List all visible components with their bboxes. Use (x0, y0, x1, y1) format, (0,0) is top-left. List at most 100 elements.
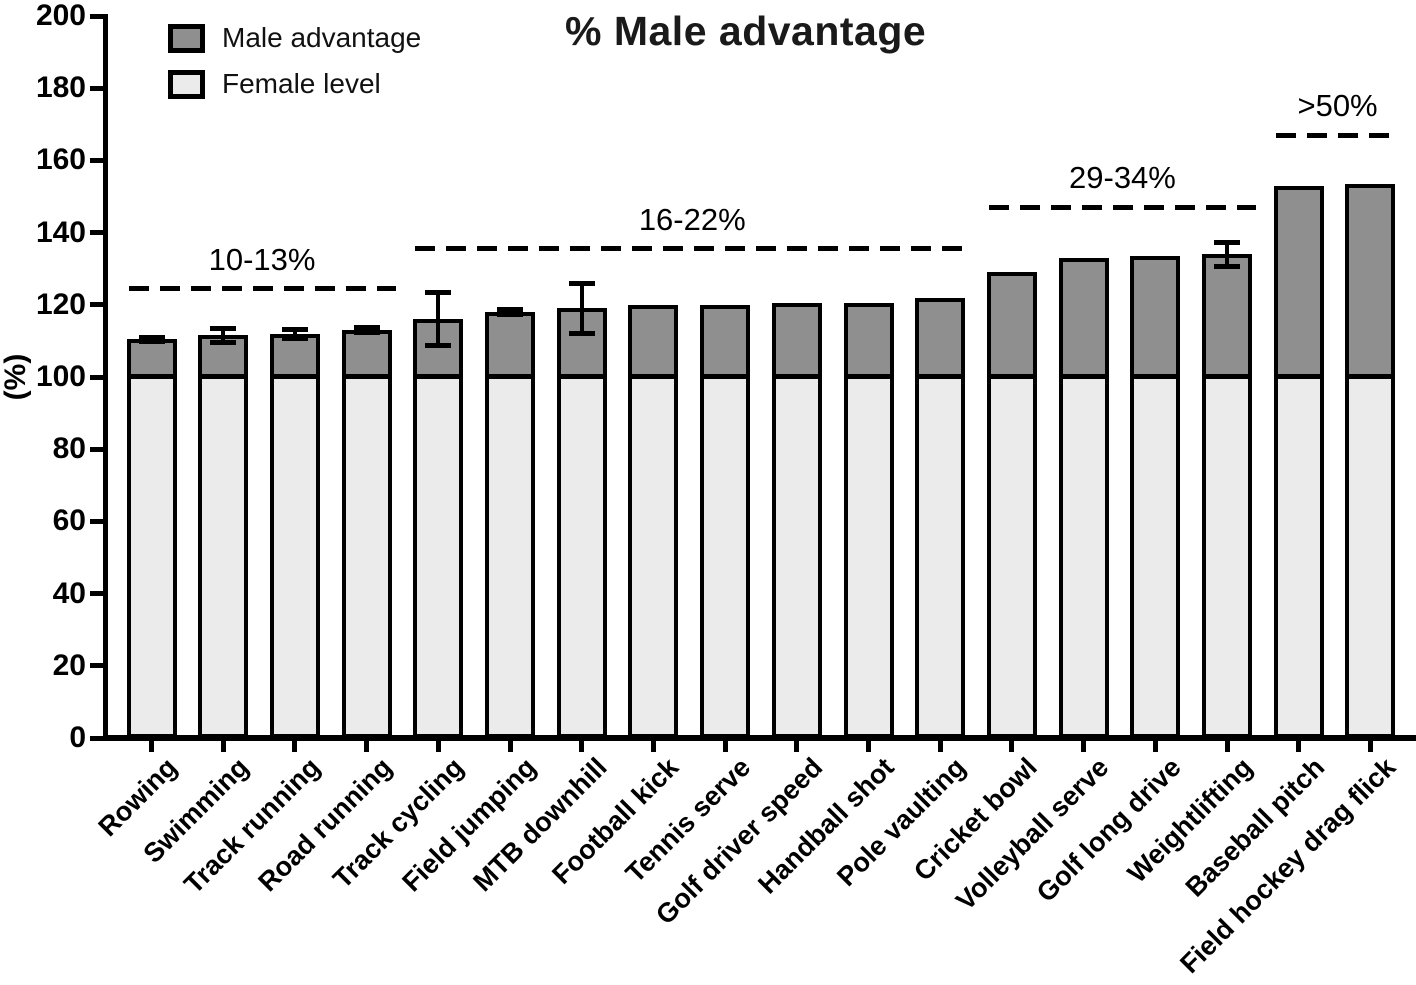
x-tick (650, 741, 656, 752)
group-range-label: 29-34% (1069, 160, 1176, 196)
bar-volleyball-serve (1058, 257, 1109, 738)
bar-baseball-pitch (1273, 185, 1324, 738)
bar-golf-long-drive (1130, 256, 1181, 738)
error-bar-stem (579, 283, 584, 334)
female-level-swatch-icon (168, 69, 205, 99)
male-advantage-segment (704, 308, 747, 379)
male-advantage-segment (1206, 258, 1248, 379)
error-bar-stem (221, 328, 226, 343)
x-tick (507, 741, 513, 752)
bar-track-cycling (413, 319, 464, 738)
error-bar-cap-top (1214, 239, 1240, 245)
bar-football-kick (628, 304, 679, 738)
group-range-label: >50% (1297, 88, 1378, 124)
male-advantage-segment (345, 334, 388, 379)
bar-golf-driver-speed (771, 302, 822, 738)
y-tick-label: 120 (35, 287, 86, 321)
legend-item-male-advantage: Male advantage (168, 22, 421, 54)
y-tick (90, 735, 103, 741)
group-range-label: 10-13% (208, 241, 316, 277)
legend-label-male-advantage: Male advantage (222, 22, 422, 53)
error-bar-stem (1225, 241, 1229, 267)
bar-cricket-bowl (986, 272, 1037, 738)
y-axis-line (102, 14, 108, 741)
y-tick-label: 160 (35, 143, 86, 177)
error-bar-cap-top (281, 326, 308, 332)
bar-weightlifting (1202, 254, 1252, 738)
error-bar-cap-top (425, 290, 452, 296)
error-bar-cap-top (497, 307, 523, 313)
y-tick-label: 60 (52, 504, 86, 538)
x-tick (1367, 741, 1373, 752)
x-tick (149, 741, 154, 752)
x-tick (1296, 741, 1302, 752)
error-bar-cap-bottom (425, 343, 452, 349)
male-advantage-segment (775, 306, 818, 379)
male-advantage-segment (130, 343, 173, 379)
error-bar-cap-bottom (568, 330, 595, 336)
male-advantage-segment (632, 308, 675, 379)
y-tick (90, 302, 103, 308)
legend: Male advantage Female level (168, 22, 421, 114)
y-tick-label: 40 (52, 576, 86, 610)
male-advantage-segment (847, 306, 890, 379)
x-tick (1081, 741, 1087, 752)
y-tick (90, 13, 103, 19)
y-tick (90, 663, 103, 669)
y-tick-label: 180 (35, 71, 86, 105)
bar-track-running (269, 333, 320, 738)
error-bar-cap-bottom (281, 335, 308, 341)
bar-handball-shot (843, 302, 894, 738)
error-bar-cap-bottom (138, 338, 165, 344)
bar-mtb-downhill (556, 308, 607, 738)
x-tick (794, 741, 800, 752)
x-category-label: Tennis serve (619, 752, 757, 889)
x-tick (1224, 741, 1230, 752)
error-bar-stem (436, 292, 441, 347)
x-tick (866, 741, 871, 752)
male-advantage-segment (919, 301, 962, 379)
legend-label-female-level: Female level (222, 68, 381, 99)
error-bar-cap-bottom (1214, 263, 1240, 269)
group-range-label: 16-22% (638, 201, 746, 237)
y-tick-label: 140 (35, 215, 86, 249)
group-dashed-line (1275, 132, 1400, 138)
y-tick-label: 0 (69, 721, 86, 754)
group-dashed-line (128, 286, 396, 292)
x-tick (292, 741, 298, 752)
y-tick-label: 200 (35, 0, 86, 32)
error-bar-cap-bottom (497, 311, 523, 317)
x-tick (220, 741, 226, 752)
x-tick (1009, 741, 1015, 752)
y-tick-label: 100 (35, 360, 86, 393)
group-dashed-line (415, 246, 970, 252)
y-tick (90, 230, 103, 236)
y-tick-label: 20 (52, 648, 86, 682)
x-tick (579, 741, 585, 752)
error-bar-cap-top (568, 281, 595, 287)
y-tick (90, 591, 103, 597)
x-tick (435, 741, 441, 752)
male-advantage-segment (489, 316, 531, 379)
male-advantage-segment (560, 312, 603, 379)
y-tick (90, 157, 103, 163)
legend-item-female-level: Female level (168, 68, 421, 100)
error-bar-cap-top (210, 326, 237, 332)
bar-swimming (198, 335, 249, 738)
error-bar-cap-top (138, 334, 165, 340)
error-bar-cap-bottom (353, 329, 380, 335)
y-tick (90, 374, 103, 380)
error-bar-cap-bottom (210, 339, 237, 345)
x-tick (937, 741, 943, 752)
y-tick (90, 85, 103, 91)
bar-road-running (341, 330, 392, 738)
x-tick (1152, 741, 1158, 752)
male-advantage-segment (1349, 187, 1392, 379)
bar-rowing (126, 339, 177, 738)
x-category-label: Weightlifting (1121, 752, 1259, 889)
bar-field-jumping (485, 312, 535, 738)
male-advantage-segment (202, 339, 245, 379)
error-bar-cap-top (353, 325, 380, 331)
group-dashed-line (988, 204, 1256, 210)
